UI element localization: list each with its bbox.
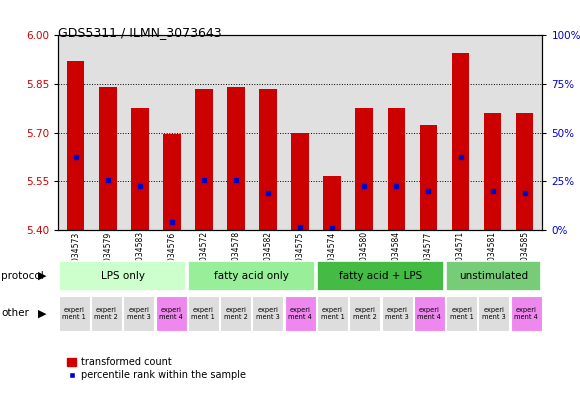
Text: experi
ment 2: experi ment 2 — [95, 307, 118, 320]
Text: experi
ment 4: experi ment 4 — [418, 307, 441, 320]
Bar — [59, 296, 90, 331]
Bar — [317, 296, 348, 331]
Text: experi
ment 4: experi ment 4 — [514, 307, 538, 320]
Text: fatty acid only: fatty acid only — [214, 271, 289, 281]
Text: experi
ment 4: experi ment 4 — [288, 307, 312, 320]
Text: GDS5311 / ILMN_3073643: GDS5311 / ILMN_3073643 — [58, 26, 222, 39]
Bar — [382, 296, 412, 331]
Bar — [317, 261, 444, 292]
Text: unstimulated: unstimulated — [459, 271, 528, 281]
Text: other: other — [1, 309, 29, 318]
Bar — [195, 89, 213, 230]
Bar — [123, 296, 154, 331]
Text: experi
ment 1: experi ment 1 — [191, 307, 215, 320]
Text: experi
ment 1: experi ment 1 — [62, 307, 86, 320]
Bar — [285, 296, 316, 331]
Text: LPS only: LPS only — [100, 271, 144, 281]
Bar — [484, 113, 501, 230]
Bar — [510, 296, 542, 331]
Bar — [324, 176, 341, 230]
Bar — [452, 53, 469, 230]
Legend: transformed count, percentile rank within the sample: transformed count, percentile rank withi… — [63, 354, 250, 384]
Bar — [478, 296, 509, 331]
Bar — [291, 132, 309, 230]
Bar — [446, 296, 477, 331]
Text: experi
ment 1: experi ment 1 — [450, 307, 473, 320]
Bar — [387, 108, 405, 230]
Text: experi
ment 2: experi ment 2 — [353, 307, 376, 320]
Bar — [356, 108, 373, 230]
Bar — [163, 134, 181, 230]
Bar — [155, 296, 187, 331]
Bar — [59, 261, 186, 292]
Text: ▶: ▶ — [38, 271, 46, 281]
Bar — [259, 89, 277, 230]
Text: ▶: ▶ — [38, 309, 46, 318]
Text: experi
ment 1: experi ment 1 — [321, 307, 345, 320]
Bar — [91, 296, 122, 331]
Bar — [516, 113, 534, 230]
Bar — [349, 296, 380, 331]
Bar — [419, 125, 437, 230]
Bar — [220, 296, 251, 331]
Text: experi
ment 2: experi ment 2 — [224, 307, 248, 320]
Text: experi
ment 3: experi ment 3 — [482, 307, 506, 320]
Text: experi
ment 3: experi ment 3 — [256, 307, 280, 320]
Bar — [227, 87, 245, 230]
Bar — [252, 296, 284, 331]
Bar — [188, 296, 219, 331]
Bar — [99, 87, 117, 230]
Text: experi
ment 4: experi ment 4 — [159, 307, 183, 320]
Bar — [414, 296, 445, 331]
Text: protocol: protocol — [1, 271, 44, 281]
Bar — [447, 261, 541, 292]
Text: experi
ment 3: experi ment 3 — [385, 307, 409, 320]
Bar — [188, 261, 316, 292]
Text: experi
ment 3: experi ment 3 — [127, 307, 151, 320]
Bar — [131, 108, 148, 230]
Bar — [67, 61, 85, 230]
Text: fatty acid + LPS: fatty acid + LPS — [339, 271, 422, 281]
